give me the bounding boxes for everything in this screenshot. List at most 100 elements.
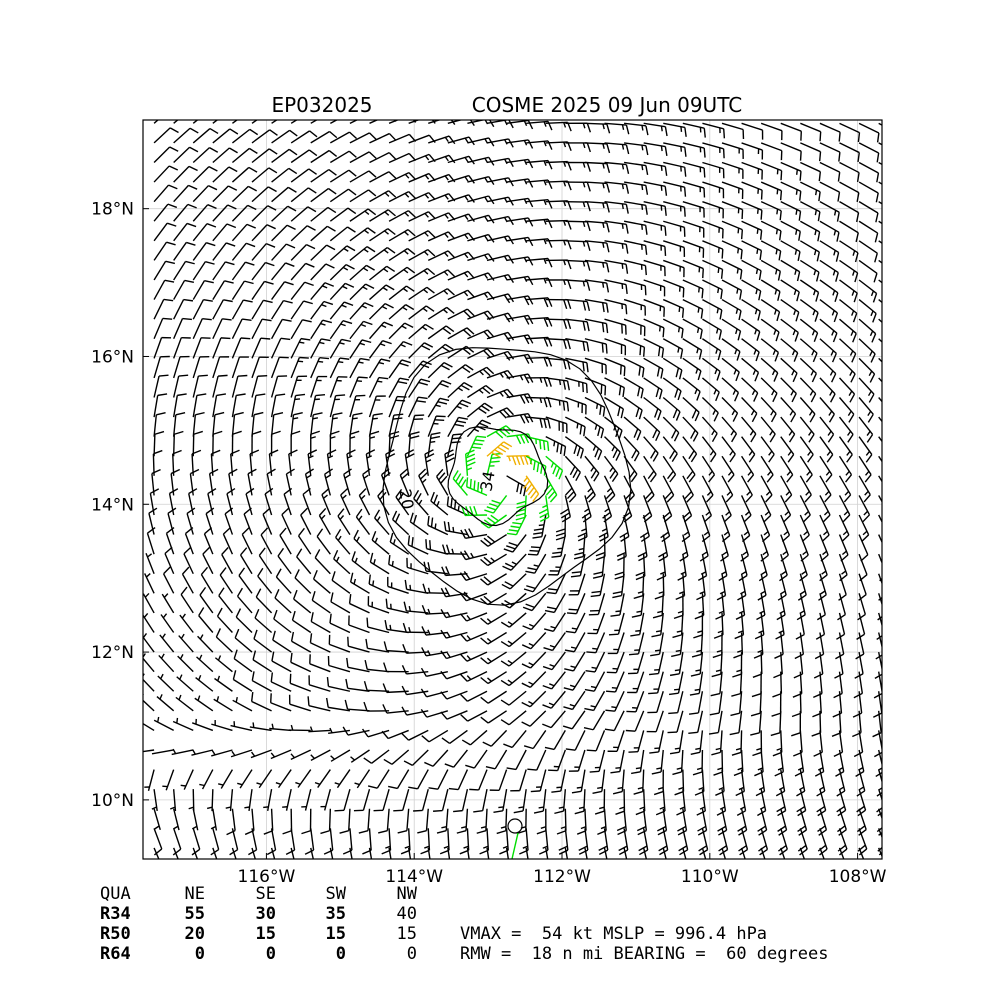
wind-barb: [310, 412, 323, 437]
wind-barb: [682, 416, 699, 442]
wind-barb: [643, 357, 664, 379]
wind-barb: [721, 318, 742, 341]
wind-barb: [218, 587, 233, 614]
wind-barb: [344, 699, 370, 712]
table-header-nw: NW: [397, 884, 418, 904]
wind-barb: [643, 240, 667, 256]
wind-barb: [271, 186, 297, 203]
wind-barb: [290, 430, 301, 457]
wind-barb: [194, 695, 214, 712]
plot-frame: [142, 119, 883, 860]
wind-barb: [677, 554, 687, 581]
wind-barb: [780, 534, 789, 562]
wind-barb: [447, 194, 475, 203]
wind-barb: [584, 455, 600, 482]
wind-barb: [310, 244, 336, 261]
wind-barb: [837, 593, 847, 621]
wind-barb: [625, 710, 645, 732]
wind-barb: [153, 222, 177, 242]
contour-34: [447, 426, 549, 527]
wind-barb: [447, 289, 475, 301]
wind-barb: [459, 612, 488, 622]
wind-barb: [526, 396, 552, 408]
wind-barb: [663, 279, 685, 298]
wind-barb: [480, 671, 507, 685]
wind-barb: [858, 240, 878, 263]
wind-barb: [433, 788, 449, 812]
wind-barb: [780, 475, 793, 503]
wind-barb: [329, 264, 355, 281]
wind-barb: [682, 142, 706, 158]
wind-barb: [663, 122, 687, 137]
table-header-qua: QUA: [100, 884, 131, 904]
wind-barb: [156, 694, 175, 712]
wind-barb: [523, 475, 540, 502]
wind-barb: [701, 475, 714, 503]
wind-barb: [349, 572, 370, 594]
wind-barb: [592, 769, 606, 794]
wind-barb: [388, 266, 416, 281]
wind-barb: [212, 128, 239, 144]
wind-barb: [290, 262, 315, 281]
wind-barb: [447, 136, 475, 146]
wind-barb: [794, 749, 805, 777]
wind-barb: [624, 142, 649, 156]
wind-barb: [546, 573, 566, 595]
wind-barb: [212, 393, 227, 418]
wind-barb: [815, 612, 826, 640]
wind-barb: [307, 696, 331, 712]
wind-barb: [682, 240, 705, 258]
wind-barb: [774, 749, 785, 777]
wind-barb: [564, 436, 585, 459]
wind-barb: [326, 676, 351, 692]
wind-barb: [858, 514, 870, 542]
wind-barb: [543, 632, 566, 652]
wind-barb: [408, 769, 429, 790]
wind-barb: [506, 158, 534, 169]
wind-barb: [780, 357, 798, 383]
wind-barb: [198, 607, 214, 633]
wind-barb: [777, 828, 788, 856]
wind-barb: [384, 620, 409, 634]
wind-barb: [275, 568, 292, 594]
wind-barb: [878, 495, 882, 503]
wind-barb: [858, 357, 876, 383]
wind-barb: [676, 789, 686, 816]
wind-barb: [533, 789, 547, 814]
wind-barb: [329, 245, 356, 261]
wind-barb: [364, 659, 390, 673]
wind-barb: [381, 729, 409, 740]
wind-barb: [176, 674, 194, 692]
wind-barb: [448, 769, 469, 791]
wind-barb: [347, 636, 370, 653]
wind-barb: [408, 342, 434, 359]
r34-sw: 35: [326, 904, 346, 924]
wind-barb: [545, 436, 567, 456]
wind-barb: [339, 808, 351, 834]
wind-barb: [565, 259, 591, 271]
wind-barb: [274, 589, 292, 614]
wind-barb: [506, 749, 527, 771]
wind-barb: [858, 299, 877, 323]
wind-barb: [444, 749, 468, 768]
wind-barb: [153, 127, 179, 144]
wind-barb: [290, 356, 309, 379]
wind-barb: [153, 298, 174, 320]
wind-barb: [368, 412, 383, 437]
wind-barb: [819, 201, 840, 222]
wind-barb: [741, 279, 762, 301]
wind-barb: [192, 279, 214, 300]
wind-barb: [153, 184, 178, 203]
wind-barb: [649, 651, 664, 676]
wind-barb: [662, 318, 684, 339]
wind-barb: [327, 655, 351, 673]
track-segment: [511, 832, 519, 859]
wind-barb: [532, 514, 547, 539]
wind-barb: [310, 149, 338, 164]
wind-barb: [655, 789, 666, 816]
wind-barb: [878, 357, 882, 363]
wind-barb: [230, 749, 253, 758]
wind-barb: [633, 769, 645, 795]
wind-barb: [404, 449, 415, 476]
wind-barb: [800, 181, 821, 202]
